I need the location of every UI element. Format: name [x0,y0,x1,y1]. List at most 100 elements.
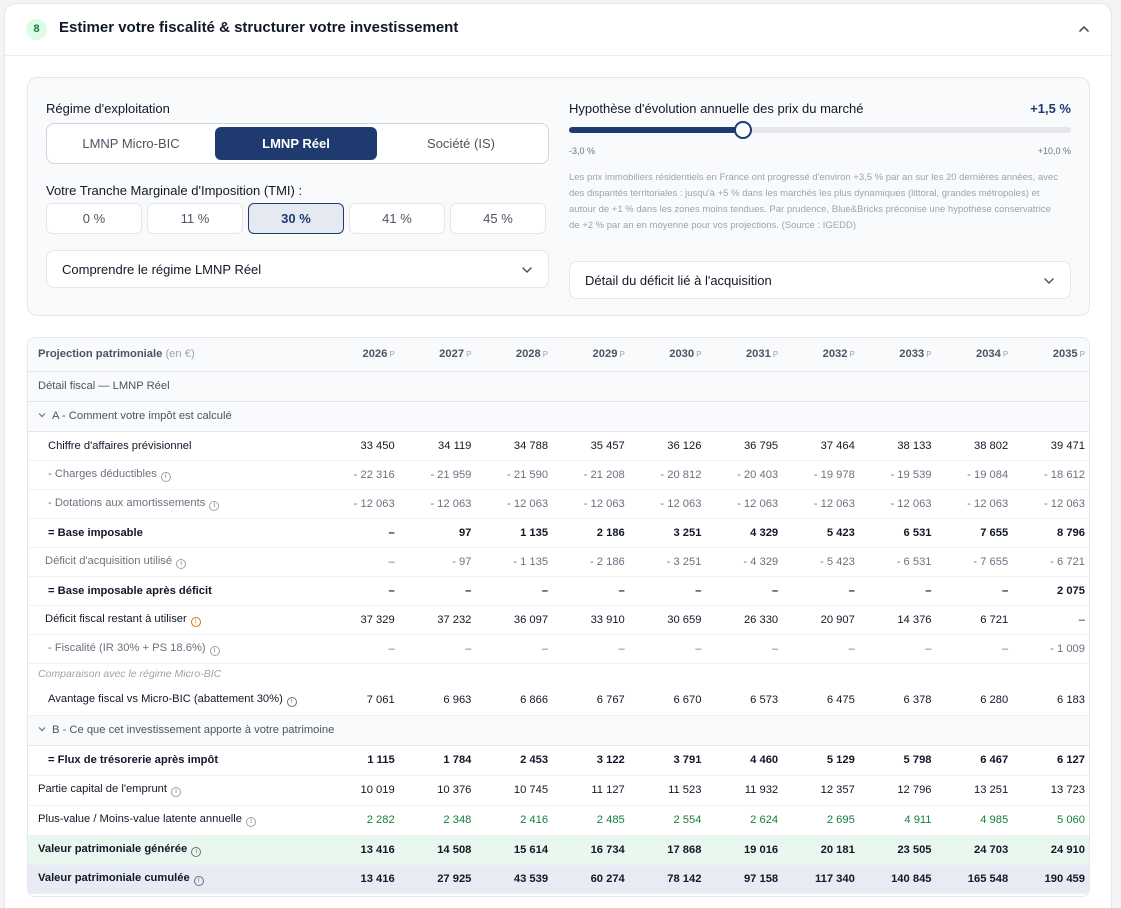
slider-thumb[interactable] [733,121,752,139]
table-cell: – [937,576,1015,606]
chevron-down-icon[interactable] [38,411,46,419]
accordion-detail-deficit[interactable]: Détail du déficit lié à l'acquisition [569,261,1071,299]
accordion-comprendre-regime[interactable]: Comprendre le régime LMNP Réel [46,250,549,288]
year-header: 2034 P [937,338,1015,372]
table-cell: 19 016 [707,834,785,865]
table-cell: - 12 063 [784,489,861,519]
row-label-text: - Fiscalité (IR 30% + PS 18.6%) [48,641,206,654]
section-a-header[interactable]: A - Comment votre impôt est calculé [28,401,1089,432]
tmi-option-45[interactable]: 45 % [450,203,546,234]
table-cell: – [324,518,401,548]
row-label-text: Déficit fiscal restant à utiliser [45,612,187,625]
table-cell: 2 416 [477,805,555,836]
table-cell: 13 416 [324,834,401,865]
row-label: - Charges déductibles i [28,460,325,490]
row-label: = Base imposable [28,518,325,548]
regime-label: Régime d'exploitation [46,101,170,116]
row-label: Plus-value / Moins-value latente annuell… [28,805,325,836]
table-cell: - 12 063 [554,489,631,519]
table-row: = Flux de trésorerie après impôt 1 115 1 7… [28,745,1089,776]
table-cell: - 3 251 [630,547,708,577]
table-row: = Base imposable après déficit – – – – – – – – –2… [28,576,1089,606]
table-cell: 11 127 [554,775,631,806]
info-icon[interactable]: i [286,696,297,707]
info-icon[interactable]: i [190,616,201,627]
table-cell: 36 126 [630,431,708,461]
regime-option-societe-is[interactable]: Société (IS) [427,136,495,151]
fiscalite-section-card: 8 Estimer votre fiscalité & structurer v… [4,3,1112,908]
table-cell: – [324,576,401,606]
table-cell: – [554,634,631,664]
info-icon[interactable]: i [191,846,202,857]
tmi-option-11[interactable]: 11 % [147,203,243,234]
info-icon[interactable]: i [209,645,220,656]
step-badge: 8 [26,19,47,40]
year-header: 2035 P [1014,338,1089,372]
info-icon[interactable]: i [171,787,181,797]
table-cell: 5 129 [784,745,861,776]
section-b-header[interactable]: B - Ce que cet investissement apporte à … [28,715,1089,746]
section-header[interactable]: 8 Estimer votre fiscalité & structurer v… [5,4,1111,56]
table-cell: 3 791 [630,745,708,776]
accordion-label: Détail du déficit lié à l'acquisition [585,273,772,288]
table-cell: – [860,634,938,664]
table-cell: 8 796 [1014,518,1089,548]
table-cell: 2 695 [784,805,861,836]
table-row: Valeur patrimoniale cumulée i 13 416 27 925… [28,864,1089,894]
table-cell: 1 115 [324,745,401,776]
tmi-option-30[interactable]: 30 % [248,203,344,234]
row-label-text: = Base imposable [48,526,143,539]
table-cell: - 18 612 [1014,460,1089,490]
year-header: 2026 P [324,338,401,372]
table-cell: 20 907 [784,605,861,635]
projection-marker: P [926,350,932,360]
table-cell: 34 119 [400,431,478,461]
info-icon[interactable]: i [245,817,256,827]
chevron-up-icon[interactable] [1077,22,1091,36]
table-cell: 15 614 [477,834,555,865]
row-label-text: Plus-value / Moins-value latente annuell… [38,813,242,825]
table-cell: 5 798 [860,745,938,776]
market-slider[interactable] [569,121,1071,139]
slider-max-label: +10,0 % [1037,146,1071,156]
regime-option-micro-bic[interactable]: LMNP Micro-BIC [82,136,180,151]
table-cell: 10 019 [324,775,401,806]
table-cell: 78 142 [630,864,708,894]
year-label: 2031 [745,348,771,361]
section-label: Détail fiscal — LMNP Réel [38,380,170,392]
table-cell: - 5 423 [784,547,861,577]
table-cell: – [1014,605,1089,635]
year-header: 2027 P [400,338,478,372]
section-cell: B - Ce que cet investissement apporte à … [28,715,1089,746]
table-cell: - 12 063 [937,489,1015,519]
table-cell: 7 061 [324,685,401,716]
tmi-option-0[interactable]: 0 % [46,203,142,234]
year-header: 2028 P [477,338,555,372]
year-label: 2030 [669,348,695,361]
info-icon[interactable]: i [193,875,204,886]
tmi-option-41[interactable]: 41 % [349,203,445,234]
table-header-label: Projection patrimoniale (en €) [28,338,325,372]
table-cell: 23 505 [860,834,938,865]
table-cell: - 19 539 [860,460,938,490]
tmi-label: Votre Tranche Marginale d'Imposition (TM… [46,183,303,198]
table-cell: - 4 329 [707,547,785,577]
table-row: Valeur patrimoniale générée i 13 416 14 508… [28,834,1089,865]
info-icon[interactable]: i [209,500,220,511]
row-label: = Base imposable après déficit [28,576,325,606]
table-row: Déficit d'acquisition utilisé i – - 97- 1 1… [28,547,1089,577]
info-icon[interactable]: i [176,558,187,569]
table-cell: 27 925 [400,864,478,894]
projection-marker: P [389,350,395,360]
info-icon[interactable]: i [160,471,171,482]
table-cell: 2 075 [1014,576,1089,606]
regime-option-lmnp-reel[interactable]: LMNP Réel [215,127,377,160]
row-label: Déficit fiscal restant à utiliser i [28,605,325,635]
row-label: Valeur patrimoniale cumulée i [28,864,325,894]
row-label: Valeur patrimoniale générée i [28,834,325,865]
slider-min-label: -3,0 % [569,146,596,156]
table-cell: 24 910 [1014,834,1089,865]
table-cell: 10 745 [477,775,555,806]
table-cell: - 12 063 [324,489,401,519]
chevron-down-icon[interactable] [38,725,46,733]
